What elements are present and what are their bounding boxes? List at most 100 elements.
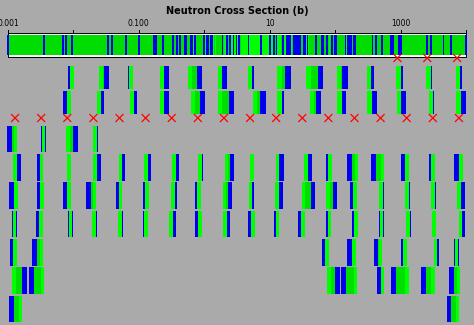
Bar <box>229 35 231 55</box>
Bar <box>352 182 355 209</box>
Bar <box>269 35 270 55</box>
Bar <box>336 35 337 55</box>
Bar <box>118 211 123 237</box>
Bar <box>172 35 173 55</box>
Bar <box>222 35 223 55</box>
Bar <box>373 154 383 181</box>
Bar <box>267 35 444 55</box>
Bar <box>260 35 391 55</box>
Bar <box>405 182 409 209</box>
Bar <box>328 211 329 237</box>
Bar <box>460 91 465 114</box>
Bar <box>160 91 164 114</box>
Bar <box>186 35 238 55</box>
Bar <box>250 35 322 55</box>
Bar <box>128 66 133 89</box>
Bar <box>218 66 222 89</box>
Bar <box>195 211 200 237</box>
Bar <box>273 35 274 55</box>
Bar <box>245 35 246 55</box>
Bar <box>64 182 68 209</box>
Bar <box>270 35 272 55</box>
Bar <box>255 35 256 55</box>
Bar <box>67 91 71 114</box>
Bar <box>66 91 69 114</box>
Bar <box>293 35 295 55</box>
Bar <box>279 182 283 209</box>
Bar <box>266 35 267 55</box>
Bar <box>277 35 279 55</box>
Bar <box>279 154 284 181</box>
Bar <box>224 35 225 55</box>
Bar <box>354 211 356 237</box>
Bar <box>255 35 256 55</box>
Text: Neutron Cross Section (b): Neutron Cross Section (b) <box>166 6 308 16</box>
Bar <box>232 35 273 55</box>
Bar <box>247 35 287 55</box>
Bar <box>352 211 356 237</box>
Bar <box>328 211 331 237</box>
Bar <box>308 35 309 55</box>
Bar <box>456 91 461 114</box>
Bar <box>66 126 70 152</box>
Bar <box>39 211 43 237</box>
Bar <box>272 35 273 55</box>
Bar <box>398 66 403 89</box>
Bar <box>353 35 355 55</box>
Bar <box>291 35 305 55</box>
Bar <box>144 211 147 237</box>
Bar <box>337 66 341 89</box>
Bar <box>262 35 296 55</box>
Bar <box>262 35 263 55</box>
Bar <box>433 182 434 209</box>
Bar <box>266 35 267 55</box>
Bar <box>347 154 352 181</box>
Bar <box>255 35 256 55</box>
Bar <box>146 154 151 181</box>
Bar <box>326 154 331 181</box>
Bar <box>432 211 437 237</box>
Bar <box>283 35 284 55</box>
Bar <box>255 35 382 55</box>
Bar <box>247 35 259 55</box>
Bar <box>92 211 97 237</box>
Bar <box>231 35 232 55</box>
Bar <box>333 182 337 209</box>
Bar <box>298 211 303 237</box>
Bar <box>169 211 173 237</box>
Bar <box>239 35 269 55</box>
Bar <box>179 35 181 55</box>
Bar <box>263 35 283 55</box>
Bar <box>324 239 327 266</box>
Bar <box>380 267 383 294</box>
Bar <box>267 35 269 55</box>
Bar <box>93 126 97 152</box>
Bar <box>260 35 262 55</box>
Bar <box>231 35 232 55</box>
Bar <box>95 126 96 152</box>
Bar <box>247 35 249 55</box>
Bar <box>430 35 432 55</box>
Bar <box>301 211 304 237</box>
Bar <box>220 66 224 89</box>
Bar <box>154 35 226 55</box>
Bar <box>97 154 101 181</box>
Bar <box>344 267 356 294</box>
Bar <box>111 35 113 55</box>
Bar <box>190 35 192 55</box>
Bar <box>97 91 101 114</box>
Bar <box>405 182 410 209</box>
Bar <box>246 35 248 55</box>
Bar <box>70 66 74 89</box>
Bar <box>257 35 335 55</box>
Bar <box>104 66 109 89</box>
Bar <box>276 35 278 55</box>
Bar <box>249 35 251 55</box>
Bar <box>322 35 324 55</box>
Bar <box>198 182 199 209</box>
Bar <box>154 35 273 55</box>
Bar <box>226 35 278 55</box>
Bar <box>198 211 200 237</box>
Bar <box>454 154 459 181</box>
Bar <box>207 35 245 55</box>
